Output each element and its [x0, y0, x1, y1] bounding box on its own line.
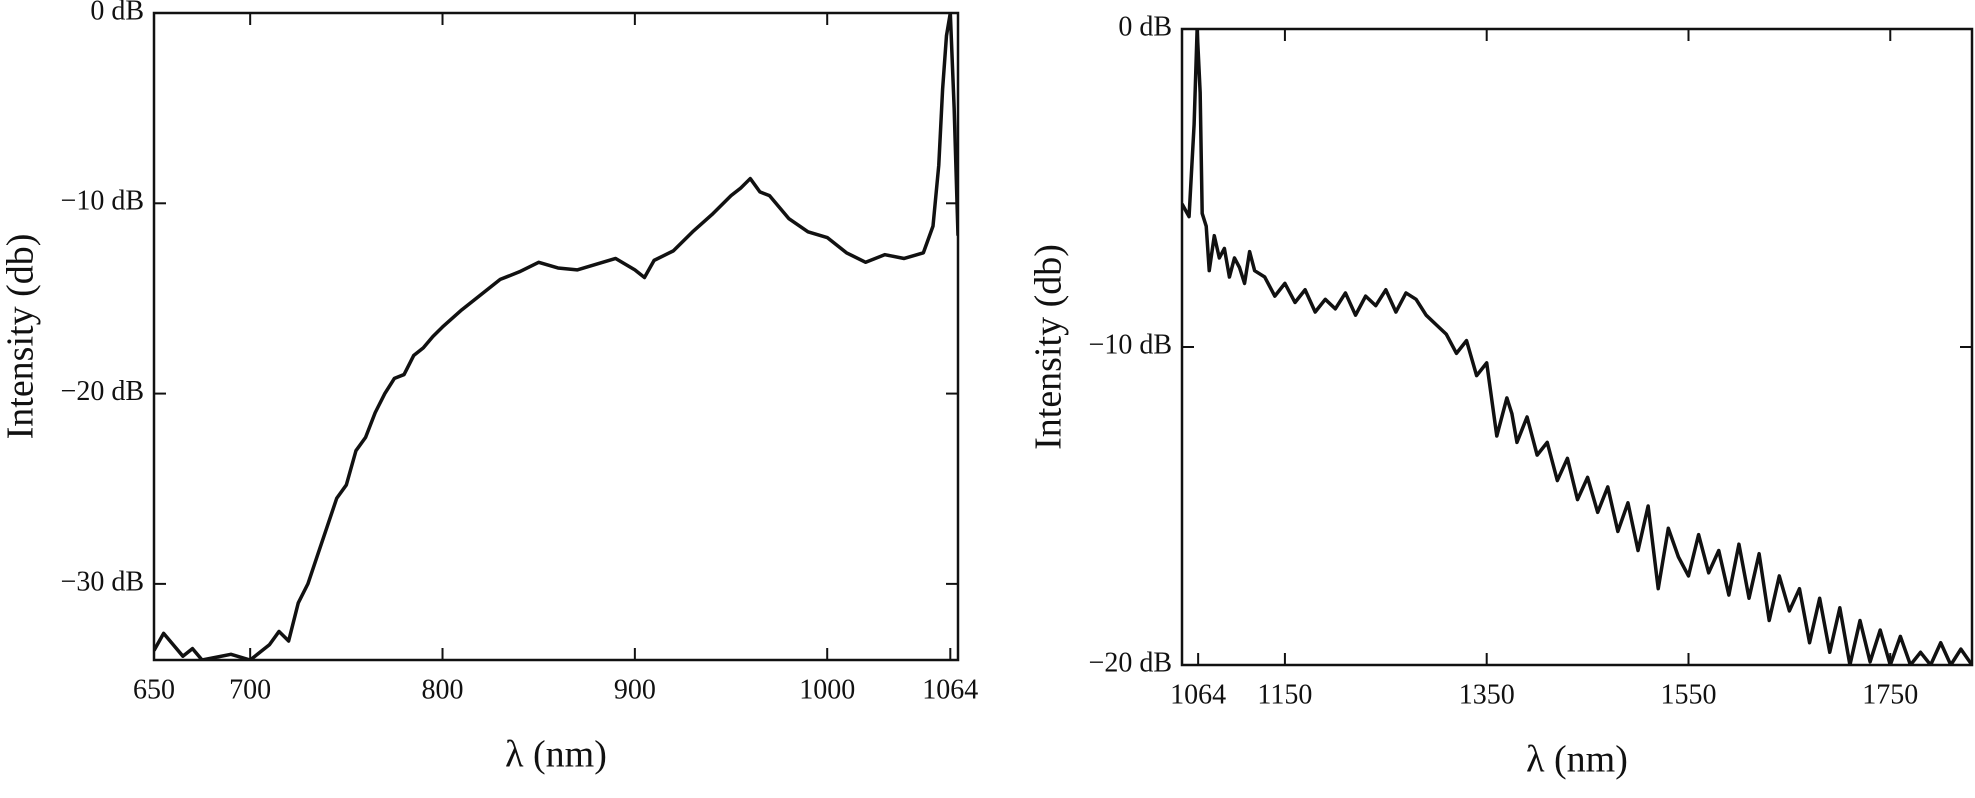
- y-tick-label: 0 dB: [1118, 11, 1172, 42]
- y-tick-label: −10 dB: [61, 186, 144, 217]
- y-tick-label: 0 dB: [90, 0, 144, 26]
- x-tick-label: 650: [133, 674, 175, 705]
- plot-frame: [1180, 27, 1974, 667]
- x-tick-label: 1064: [1170, 679, 1226, 710]
- x-tick-label: 700: [229, 674, 271, 705]
- x-tick-label: 1750: [1862, 679, 1918, 710]
- x-tick-label: 1150: [1257, 679, 1312, 710]
- y-tick-label: −30 dB: [61, 566, 144, 597]
- x-tick-label: 1350: [1459, 679, 1515, 710]
- x-axis-label: λ (nm): [1526, 739, 1628, 781]
- x-tick-label: 800: [422, 674, 464, 705]
- x-tick-label: 900: [614, 674, 656, 705]
- x-tick-label: 1000: [799, 674, 855, 705]
- x-axis-label: λ (nm): [505, 734, 607, 776]
- y-tick-label: −10 dB: [1089, 329, 1172, 360]
- y-axis-label: Intensity (db): [0, 234, 42, 440]
- spectrum-line: [154, 13, 958, 660]
- x-tick-label: 1550: [1660, 679, 1716, 710]
- y-tick-label: −20 dB: [1089, 647, 1172, 678]
- y-axis-label: Intensity (db): [1028, 244, 1070, 450]
- plot-frame: [152, 11, 960, 662]
- x-tick-label: 1064: [922, 674, 978, 705]
- y-tick-label: −20 dB: [61, 376, 144, 407]
- spectrum-line: [1182, 29, 1972, 665]
